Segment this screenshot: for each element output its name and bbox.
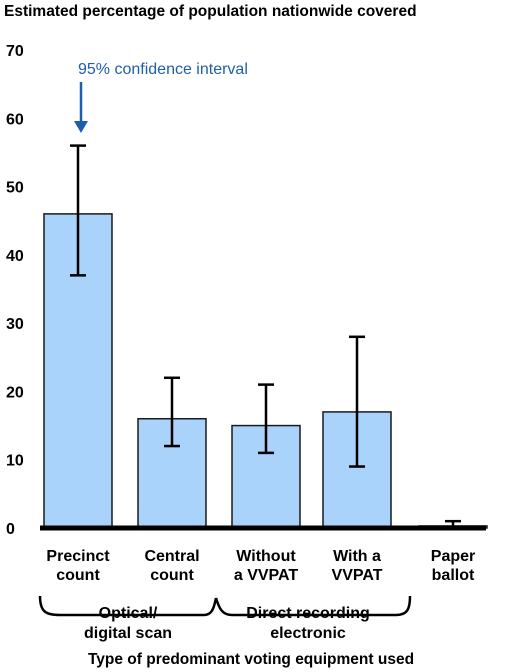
y-tick-label: 30 bbox=[6, 316, 24, 333]
x-tick-label: Central count bbox=[144, 548, 199, 584]
group-bracket bbox=[214, 595, 412, 617]
x-axis-label: Type of predominant voting equipment use… bbox=[88, 651, 414, 668]
category-group-brackets: Optical/digital scan Direct recording elec… bbox=[38, 595, 412, 642]
annotation-arrow-head bbox=[74, 121, 88, 133]
x-tick-label: Paper ballot bbox=[431, 548, 475, 584]
confidence-interval-annotation: 95% confidence interval bbox=[78, 61, 248, 78]
y-tick-label: 10 bbox=[6, 453, 24, 470]
x-tick-label: Precinct count bbox=[46, 548, 110, 584]
y-tick-label: 40 bbox=[6, 248, 24, 265]
group-bracket bbox=[38, 595, 218, 617]
y-tick-label: 70 bbox=[6, 43, 24, 60]
y-tick-label: 0 bbox=[6, 521, 15, 538]
ci-annotation: 95% confidence interval bbox=[74, 61, 248, 133]
x-tick-label: Without a VVPAT bbox=[234, 548, 299, 584]
y-tick-label: 50 bbox=[6, 180, 24, 197]
error-bar bbox=[164, 376, 180, 448]
y-axis-ticks: 0 10 20 30 40 50 60 70 bbox=[6, 43, 24, 538]
x-axis-category-labels: Precinct count Central count Without a VVPAT W… bbox=[46, 548, 475, 584]
bars bbox=[43, 213, 488, 529]
bar bbox=[322, 411, 392, 529]
error-bar bbox=[349, 335, 365, 468]
x-tick-label: With a VVPAT bbox=[332, 548, 383, 584]
group-label: Direct recording electronic bbox=[246, 605, 370, 642]
error-bar bbox=[258, 383, 274, 455]
y-tick-label: 60 bbox=[6, 111, 24, 128]
chart-title: Estimated percentage of population natio… bbox=[4, 3, 417, 20]
error-bar bbox=[70, 144, 86, 277]
error-bars bbox=[70, 144, 461, 530]
group-label: Optical/digital scan bbox=[84, 605, 172, 642]
y-tick-label: 20 bbox=[6, 384, 24, 401]
